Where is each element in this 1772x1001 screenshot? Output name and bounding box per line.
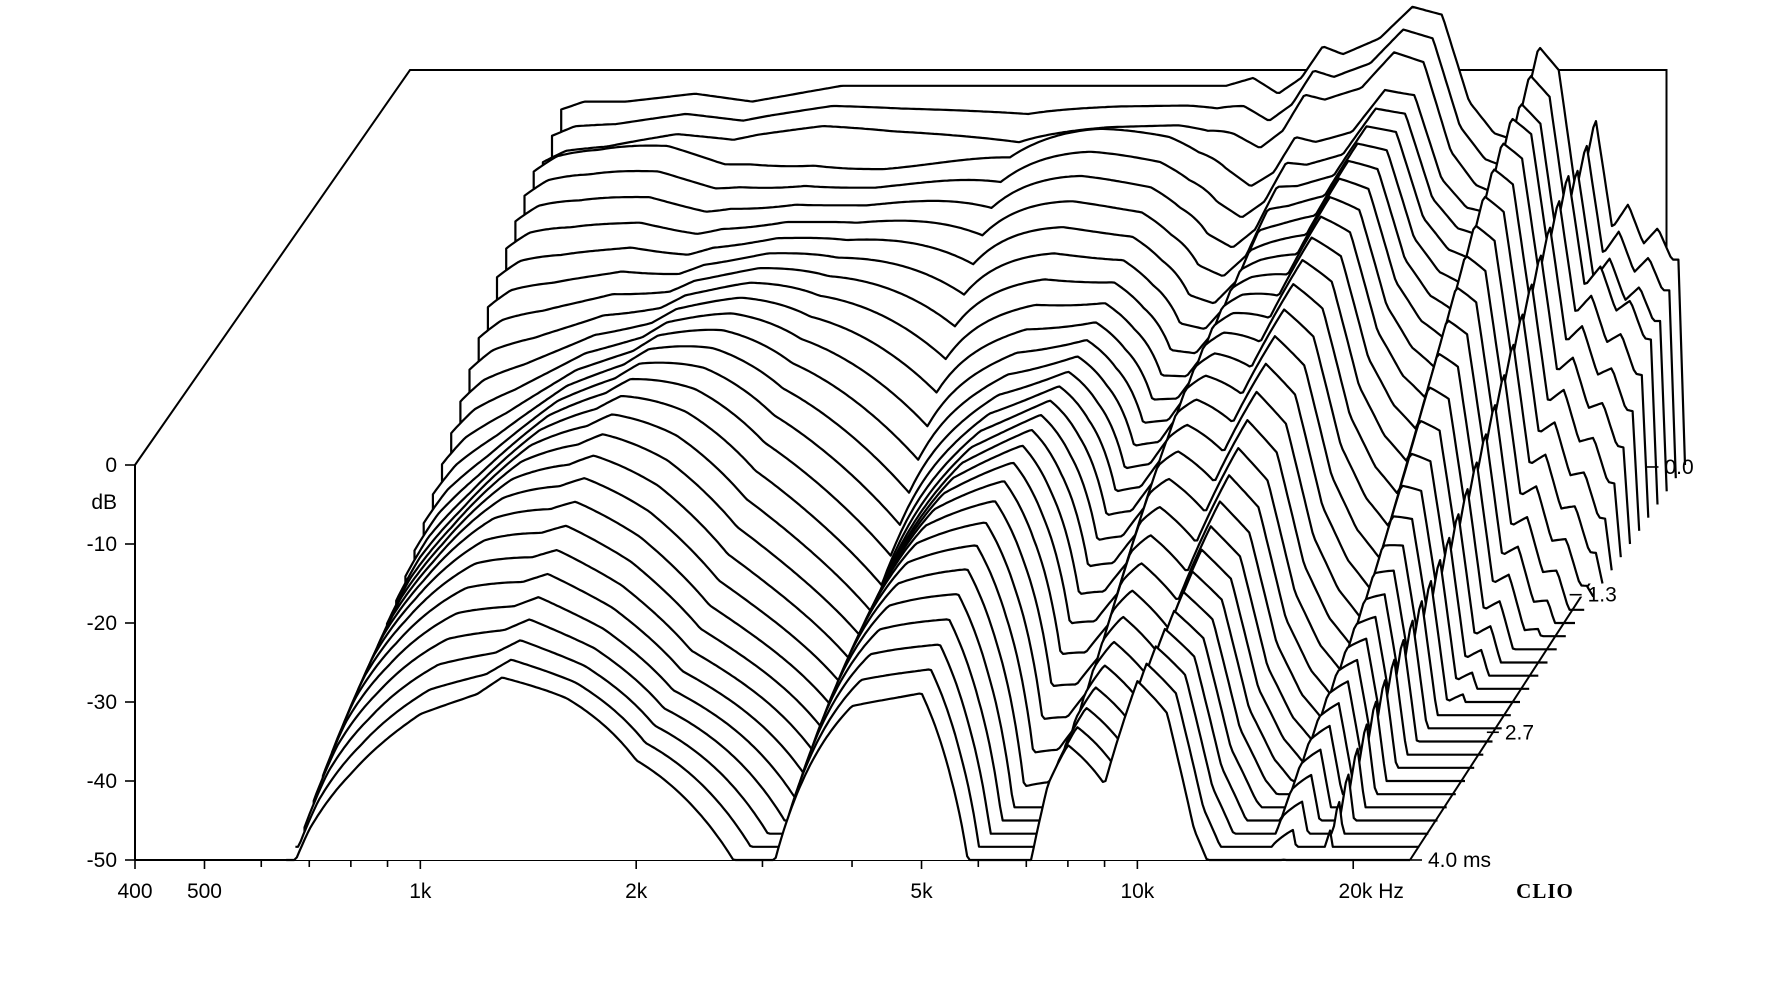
x-tick-label: 500 (187, 880, 222, 903)
slice-curve (550, 28, 1677, 479)
slice-curve (413, 362, 1539, 677)
slice-curve (459, 236, 1585, 611)
slice-curve (477, 196, 1604, 584)
x-tick-label: 400 (117, 880, 152, 903)
waterfall-slices (286, 5, 1687, 862)
x-tick-label: 5k (910, 880, 933, 903)
slice-curve (367, 477, 1493, 743)
z-tick-label: 0.0 (1665, 456, 1694, 479)
slice-curve (376, 454, 1502, 730)
slice-curve (395, 413, 1520, 704)
y-unit-label: dB (91, 491, 117, 514)
y-tick-label: -10 (87, 533, 117, 556)
slice-curve (312, 618, 1438, 822)
slice-curve (440, 283, 1566, 638)
y-tick-label: -40 (87, 770, 117, 793)
slice-curve (422, 335, 1548, 664)
slice-curve (385, 433, 1511, 717)
slice-curve (505, 142, 1632, 545)
slice-curve (514, 125, 1641, 531)
axes: 0 -10 -20 -30 -40 -50 dB 400 500 1k 2k 5k 10k 20k Hz 0… (87, 454, 1694, 903)
slice-curve (321, 593, 1447, 809)
z-tick-label: 1.3 (1588, 584, 1617, 607)
slice-curve (560, 5, 1687, 466)
y-tick-label: -50 (87, 849, 117, 872)
x-tick-label: 2k (625, 880, 648, 903)
slice-curve (286, 676, 1410, 862)
slice-curve (532, 88, 1659, 505)
slice-curve (450, 259, 1575, 625)
x-tick-label: 20k Hz (1339, 880, 1404, 903)
slice-curve (523, 107, 1650, 518)
slice-curve (431, 308, 1557, 651)
slice-fill (286, 677, 1410, 860)
y-tick-label: 0 (105, 454, 117, 477)
brand-label: CLIO (1516, 879, 1574, 903)
frame-left-diagonal (134, 69, 1668, 860)
slice-curve (349, 521, 1475, 769)
slice-curve (404, 390, 1530, 690)
z-tick-label: 4.0 ms (1428, 849, 1491, 872)
slice-curve (486, 177, 1613, 571)
slice-curve (303, 639, 1429, 835)
y-tick-label: -30 (87, 691, 117, 714)
slice-curve (358, 500, 1484, 756)
slice-curve (330, 568, 1456, 796)
slice-curve (340, 544, 1465, 783)
z-tick-label: 2.7 (1505, 721, 1534, 744)
x-tick-label: 10k (1120, 880, 1154, 903)
slice-curve (468, 215, 1595, 598)
x-tick-label: 1k (409, 880, 432, 903)
y-tick-label: -20 (87, 612, 117, 635)
slice-curve (495, 159, 1622, 558)
slice-curve (295, 658, 1420, 848)
